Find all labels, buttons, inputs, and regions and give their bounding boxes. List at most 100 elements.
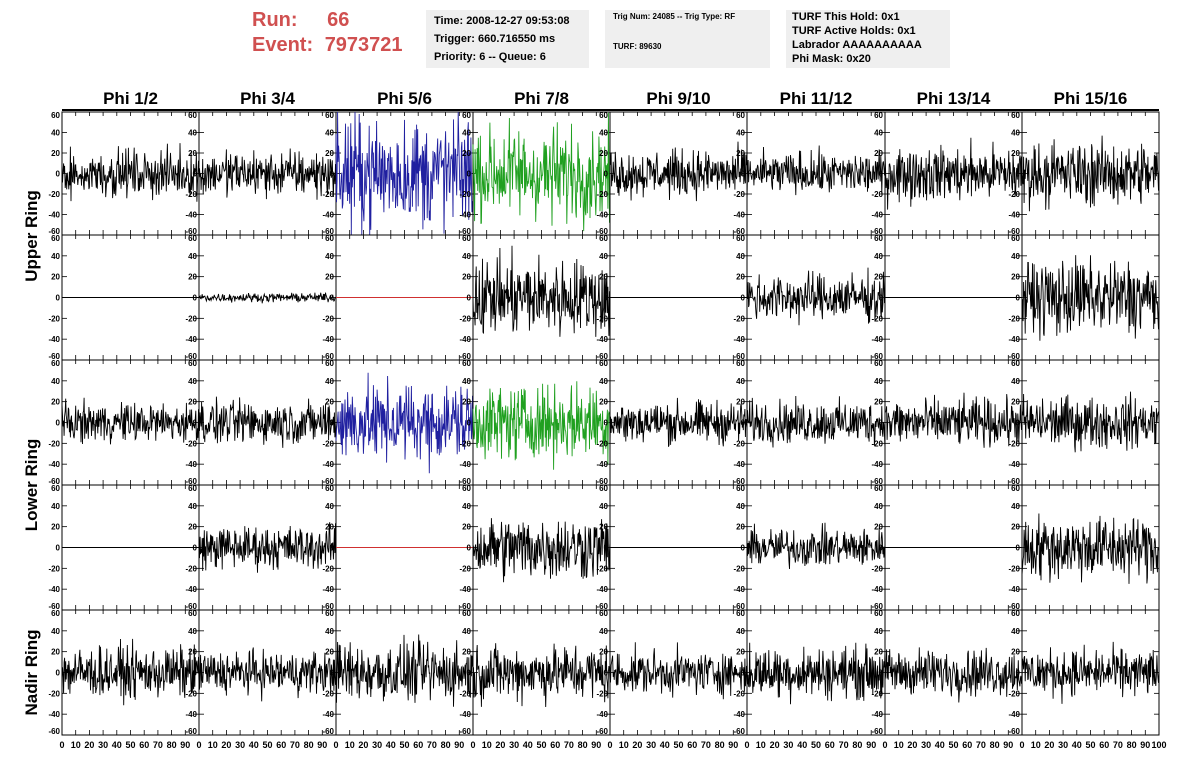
y-tick-label: -60	[322, 727, 334, 736]
y-tick-label: -20	[48, 439, 60, 448]
y-tick-label: -20	[322, 689, 334, 698]
y-tick-label: 20	[325, 648, 334, 657]
x-tick-label: 20	[1044, 740, 1054, 750]
y-tick-label: -60	[48, 352, 60, 361]
y-tick-label: 60	[462, 111, 471, 120]
x-tick-label: 90	[317, 740, 327, 750]
waveform-trace	[335, 372, 474, 474]
y-tick-label: -20	[596, 190, 608, 199]
x-tick-label: 80	[441, 740, 451, 750]
y-tick-label: 60	[462, 609, 471, 618]
y-tick-label: 20	[51, 273, 60, 282]
y-tick-label: -40	[871, 335, 883, 344]
x-tick-label: 0	[744, 740, 749, 750]
y-tick-label: 40	[188, 627, 197, 636]
waveform-trace	[198, 647, 337, 702]
waveform-trace	[746, 522, 886, 570]
run-row: Run: 66	[252, 8, 403, 33]
y-tick-label: -40	[459, 460, 471, 469]
x-tick-label: 50	[948, 740, 958, 750]
y-tick-label: 40	[736, 129, 745, 138]
y-tick-label: -40	[459, 211, 471, 220]
y-tick-label: 20	[1011, 273, 1020, 282]
y-tick-label: 20	[188, 149, 197, 158]
y-tick-label: -20	[322, 564, 334, 573]
y-tick-label: 20	[599, 398, 608, 407]
column-title: Phi 9/10	[646, 89, 710, 108]
y-tick-label: -60	[459, 477, 471, 486]
y-tick-label: -60	[48, 727, 60, 736]
y-tick-label: -40	[322, 335, 334, 344]
column-title: Phi 11/12	[780, 89, 853, 108]
y-tick-label: 20	[1011, 398, 1020, 407]
x-tick-label: 10	[208, 740, 218, 750]
y-tick-label: 60	[325, 111, 334, 120]
x-tick-label: 70	[1113, 740, 1123, 750]
y-tick-label: 60	[188, 234, 197, 243]
x-tick-label: 80	[1127, 740, 1137, 750]
y-tick-label: -60	[322, 477, 334, 486]
y-tick-label: -60	[733, 227, 745, 236]
x-tick-label: 20	[770, 740, 780, 750]
y-tick-label: 20	[736, 273, 745, 282]
y-tick-label: -40	[185, 460, 197, 469]
y-tick-label: -60	[871, 352, 883, 361]
x-tick-label: 90	[866, 740, 876, 750]
x-tick-label: 10	[619, 740, 629, 750]
y-tick-label: 40	[599, 627, 608, 636]
y-tick-label: -60	[596, 352, 608, 361]
y-tick-label: 0	[604, 294, 609, 303]
y-tick-label: 20	[462, 149, 471, 158]
y-tick-label: 20	[51, 648, 60, 657]
y-tick-label: 20	[874, 398, 883, 407]
x-tick-label: 20	[495, 740, 505, 750]
y-tick-label: 20	[599, 523, 608, 532]
y-tick-label: -40	[596, 460, 608, 469]
y-tick-label: -20	[871, 190, 883, 199]
y-tick-label: -40	[733, 335, 745, 344]
x-tick-label: 0	[470, 740, 475, 750]
y-tick-label: 40	[1011, 129, 1020, 138]
x-tick-label: 40	[1072, 740, 1082, 750]
column-title: Phi 15/16	[1054, 89, 1128, 108]
x-tick-label: 60	[687, 740, 697, 750]
y-tick-label: 40	[874, 502, 883, 511]
y-tick-label: -20	[596, 439, 608, 448]
y-tick-label: 0	[879, 294, 884, 303]
y-tick-label: 40	[599, 129, 608, 138]
y-tick-label: 40	[874, 252, 883, 261]
y-tick-label: -60	[596, 602, 608, 611]
event-row: Event: 7973721	[252, 33, 403, 58]
y-tick-label: -20	[322, 190, 334, 199]
y-tick-label: 60	[599, 484, 608, 493]
x-tick-label: 10	[345, 740, 355, 750]
y-tick-label: -40	[322, 460, 334, 469]
x-tick-label: 80	[578, 740, 588, 750]
y-tick-label: 20	[874, 273, 883, 282]
x-tick-label: 30	[646, 740, 656, 750]
x-tick-label: 50	[262, 740, 272, 750]
y-tick-label: -40	[322, 585, 334, 594]
y-tick-label: 20	[462, 648, 471, 657]
y-tick-label: 40	[874, 377, 883, 386]
y-tick-label: 20	[325, 398, 334, 407]
y-tick-label: -60	[871, 602, 883, 611]
column-title: Phi 1/2	[103, 89, 158, 108]
y-tick-label: 40	[1011, 502, 1020, 511]
y-tick-label: 40	[599, 377, 608, 386]
x-tick-label: 80	[852, 740, 862, 750]
y-tick-label: 40	[325, 627, 334, 636]
y-tick-label: -20	[1008, 190, 1020, 199]
y-tick-label: 20	[188, 648, 197, 657]
x-tick-label: 50	[811, 740, 821, 750]
y-tick-label: -40	[185, 710, 197, 719]
y-tick-label: -20	[185, 190, 197, 199]
y-tick-label: 20	[325, 273, 334, 282]
waveform-trace	[472, 518, 611, 583]
y-tick-label: 60	[462, 484, 471, 493]
y-tick-label: 0	[741, 669, 746, 678]
plot-frame	[1021, 234, 1160, 361]
y-tick-label: -20	[733, 564, 745, 573]
y-tick-label: 0	[56, 544, 61, 553]
y-tick-label: -20	[733, 314, 745, 323]
